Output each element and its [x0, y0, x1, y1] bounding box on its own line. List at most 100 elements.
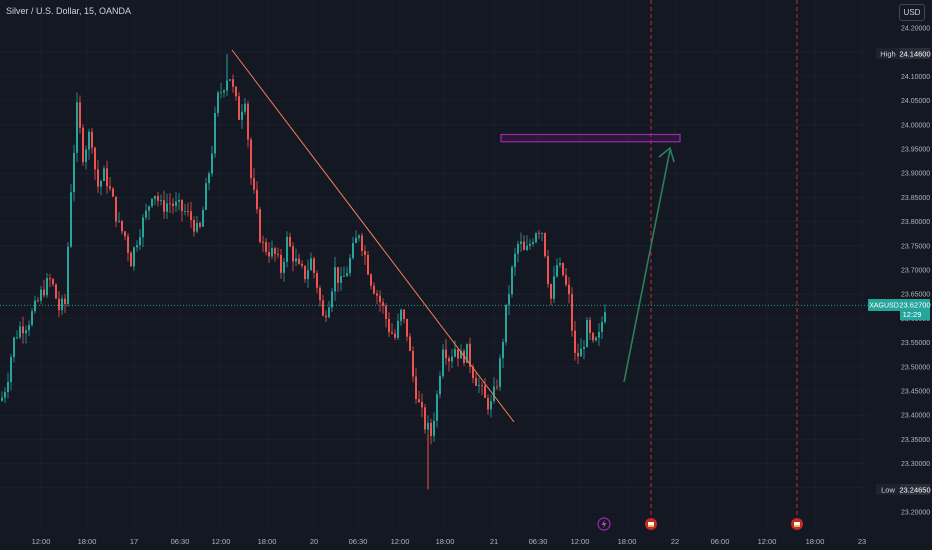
candle-body	[76, 102, 78, 153]
time-tick-label: 06:30	[171, 537, 190, 546]
time-axis[interactable]: 12:00 18:00 17 06:30 12:00 18:00 20 06:30 12:00 1…	[32, 537, 867, 546]
candle-body	[331, 291, 333, 308]
candle-body	[565, 275, 567, 285]
candle-body	[157, 195, 159, 201]
time-tick-label: 18:00	[78, 537, 97, 546]
candle-body	[13, 337, 15, 358]
candle-body	[514, 253, 516, 268]
candle-body	[187, 210, 189, 212]
candle-body	[154, 195, 156, 199]
candle-body	[172, 203, 174, 207]
time-tick-label: 18:00	[806, 537, 825, 546]
candle-body	[511, 267, 513, 295]
candle-body	[421, 402, 423, 408]
high-tag: High	[880, 50, 895, 59]
candle-body	[127, 236, 129, 253]
candle-body	[223, 90, 225, 93]
price-tick-label: 23.45000	[901, 389, 930, 396]
candle-body	[550, 284, 552, 299]
candle-body	[61, 298, 63, 311]
candle-body	[529, 243, 531, 246]
candle-body	[10, 357, 12, 383]
target-zone-rectangle[interactable]	[500, 133, 681, 143]
candle-body	[544, 233, 546, 257]
candle-body	[289, 236, 291, 247]
price-tick-label: 23.65000	[901, 292, 930, 299]
candle-body	[502, 342, 504, 359]
candle-body	[274, 248, 276, 255]
projection-arrow[interactable]	[623, 149, 671, 383]
candle-body	[229, 79, 231, 81]
currency-button[interactable]: USD	[899, 4, 925, 21]
candle-body	[40, 289, 42, 301]
candle-body	[280, 254, 282, 273]
candle-body	[403, 309, 405, 319]
candle-body	[556, 265, 558, 277]
candle-body	[325, 315, 327, 318]
candle-body	[277, 254, 279, 255]
price-axis[interactable]: 24.20000 24.10000 24.05000 24.00000 23.95000…	[901, 26, 930, 517]
candle-body	[7, 382, 9, 393]
candle-body	[235, 86, 237, 97]
lightning-icon[interactable]	[597, 517, 611, 531]
trendline[interactable]	[231, 49, 515, 423]
candle-body	[487, 397, 489, 410]
candle-body	[385, 305, 387, 319]
candle-body	[412, 350, 414, 377]
candle-body	[286, 236, 288, 262]
price-tick-label: 23.55000	[901, 340, 930, 347]
candle-body	[442, 349, 444, 377]
flag-icon[interactable]	[791, 518, 803, 530]
time-tick-label: 12:00	[32, 537, 51, 546]
price-tick-label: 24.05000	[901, 98, 930, 105]
candle-body	[124, 231, 126, 237]
flag-icon[interactable]	[645, 518, 657, 530]
candle-body	[88, 131, 90, 150]
candle-body	[175, 201, 177, 207]
candle-body	[532, 242, 534, 244]
candle-body	[376, 293, 378, 296]
candle-body	[241, 111, 243, 120]
candle-body	[145, 210, 147, 218]
candle-body	[238, 96, 240, 120]
candle-body	[166, 203, 168, 212]
candle-body	[304, 265, 306, 280]
candle-body	[574, 330, 576, 353]
candle-body	[316, 273, 318, 288]
candle-body	[472, 366, 474, 379]
candle-body	[586, 319, 588, 348]
candle-body	[22, 326, 24, 334]
candle-body	[568, 284, 570, 295]
candle-body	[301, 263, 303, 266]
drawings[interactable]	[231, 49, 681, 423]
time-tick-label: 12:00	[391, 537, 410, 546]
price-tick-label: 23.95000	[901, 147, 930, 154]
candles	[1, 54, 606, 490]
candle-body	[4, 392, 6, 398]
candle-body	[595, 337, 597, 341]
candle-body	[397, 320, 399, 338]
candle-body	[256, 189, 258, 210]
candle-body	[361, 235, 363, 251]
low-value: 23.24650	[899, 486, 930, 495]
candle-body	[196, 222, 198, 232]
low-label: Low 23.24650	[876, 484, 931, 495]
price-tick-label: 23.50000	[901, 364, 930, 371]
candle-body	[106, 168, 108, 187]
candle-body	[226, 80, 228, 91]
time-tick-label: 12:00	[571, 537, 590, 546]
candle-body	[139, 237, 141, 246]
event-lines	[650, 0, 798, 530]
low-tag: Low	[881, 486, 895, 495]
candle-body	[370, 274, 372, 286]
price-tick-label: 23.20000	[901, 510, 930, 517]
candle-body	[46, 278, 48, 296]
candle-body	[1, 397, 3, 401]
ticker-label: XAGUSD	[869, 303, 899, 310]
high-value: 24.14600	[899, 50, 930, 59]
candle-body	[343, 276, 345, 277]
symbol-title[interactable]: Silver / U.S. Dollar, 15, OANDA	[6, 6, 132, 16]
time-tick-label: 18:00	[618, 537, 637, 546]
